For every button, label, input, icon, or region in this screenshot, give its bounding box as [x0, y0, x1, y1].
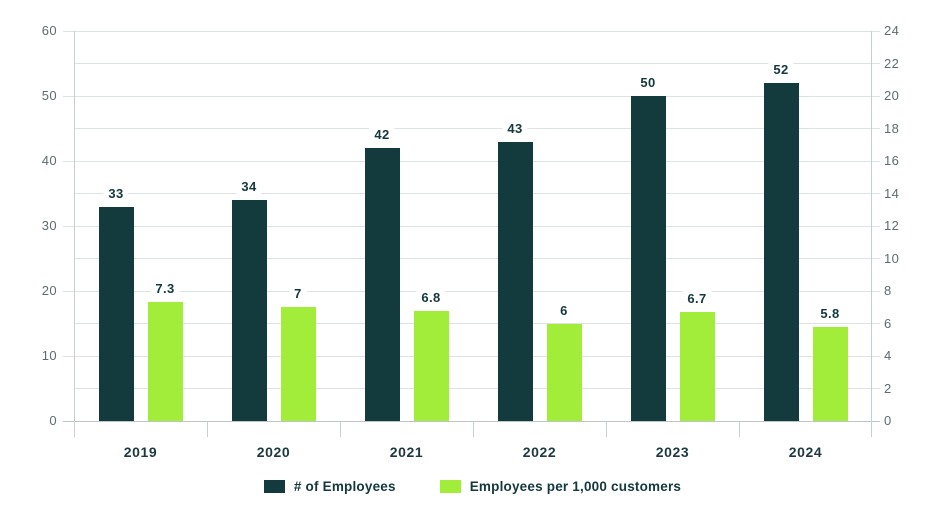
gridline [63, 30, 880, 32]
bar-employees-per-1000-2021 [413, 310, 449, 421]
right-axis-tick-label: 24 [884, 23, 900, 38]
gridline [63, 355, 880, 357]
legend: # of Employees Employees per 1,000 custom… [0, 479, 945, 494]
category-label-2021: 2021 [389, 444, 424, 460]
gridline [74, 193, 880, 194]
bar-employees-per-1000-2020 [280, 307, 316, 421]
right-axis-tick-label: 20 [884, 88, 900, 103]
category-label-2020: 2020 [256, 444, 291, 460]
bar-value-label: 34 [236, 179, 262, 195]
legend-item-employees: # of Employees [263, 479, 396, 494]
left-axis-tick-label: 30 [41, 218, 57, 233]
gridline [74, 323, 880, 324]
bar-value-label: 7 [289, 286, 307, 303]
bar-employees-2024 [763, 83, 799, 421]
bar-employees-2023 [630, 96, 666, 421]
x-axis-boundary-tick [739, 421, 740, 437]
legend-label: Employees per 1,000 customers [469, 479, 682, 494]
x-axis-boundary-tick [606, 421, 607, 437]
right-axis-tick-label: 2 [884, 380, 892, 396]
gridline [74, 388, 880, 389]
bar-value-label: 5.8 [815, 305, 845, 322]
category-label-2023: 2023 [655, 444, 690, 460]
bar-value-label: 6.7 [682, 291, 712, 308]
category-label-2019: 2019 [123, 444, 158, 460]
bar-value-label: 50 [635, 75, 661, 91]
y-axis-line-left [74, 31, 75, 437]
bar-value-label: 7.3 [150, 281, 180, 298]
bar-employees-per-1000-2024 [812, 326, 848, 421]
bar-value-label: 43 [502, 120, 528, 137]
x-axis-boundary-tick [340, 421, 341, 437]
gridline [63, 225, 880, 227]
right-axis-tick-label: 0 [884, 413, 892, 428]
category-label-2022: 2022 [522, 444, 557, 460]
right-axis-tick-label: 8 [884, 283, 892, 298]
bar-employees-per-1000-2019 [147, 302, 183, 421]
legend-label: # of Employees [293, 479, 396, 494]
left-axis-tick-label: 10 [41, 348, 57, 363]
x-axis-boundary-tick [473, 421, 474, 437]
left-axis-tick-label: 40 [41, 153, 57, 168]
right-axis-tick-label: 22 [884, 55, 900, 71]
y-axis-line-right [871, 31, 872, 437]
plot-area: 0 0 2 10 4 6 20 8 10 30 12 14 40 16 18 50 20 22 60 24 33 7.3 2… [42, 23, 899, 460]
gridline [63, 290, 880, 292]
right-axis-tick-label: 10 [884, 250, 900, 266]
left-axis-tick-label: 0 [49, 413, 57, 428]
right-axis-tick-label: 18 [884, 120, 900, 136]
bar-employees-2022 [497, 141, 533, 421]
right-axis-tick-label: 4 [884, 348, 892, 363]
bar-employees-per-1000-2022 [546, 323, 582, 421]
left-axis-tick-label: 60 [41, 23, 57, 38]
gridline [74, 128, 880, 129]
gridline [74, 258, 880, 259]
right-axis-tick-label: 14 [884, 185, 900, 201]
right-axis-tick-label: 6 [884, 315, 892, 331]
bar-employees-2020 [231, 200, 267, 421]
x-axis-baseline [63, 420, 880, 422]
gridline [63, 95, 880, 97]
bar-employees-2019 [98, 206, 134, 421]
bar-value-label: 6.8 [416, 289, 446, 306]
bar-value-label: 6 [555, 302, 573, 319]
x-axis-boundary-tick [207, 421, 208, 437]
bar-value-label: 52 [768, 62, 794, 78]
bar-employees-per-1000-2023 [679, 312, 715, 421]
legend-swatch-icon [439, 480, 461, 493]
right-axis-tick-label: 16 [884, 153, 900, 168]
bar-employees-2021 [364, 148, 400, 421]
left-axis-tick-label: 50 [41, 88, 57, 103]
left-axis-tick-label: 20 [41, 283, 57, 298]
gridline [74, 63, 880, 64]
gridline [63, 160, 880, 162]
bar-value-label: 42 [369, 127, 395, 143]
bar-value-label: 33 [103, 185, 129, 202]
legend-item-employees-per-1000: Employees per 1,000 customers [439, 479, 682, 494]
right-axis-tick-label: 12 [884, 218, 900, 233]
legend-swatch-icon [263, 480, 285, 493]
category-label-2024: 2024 [788, 444, 823, 460]
